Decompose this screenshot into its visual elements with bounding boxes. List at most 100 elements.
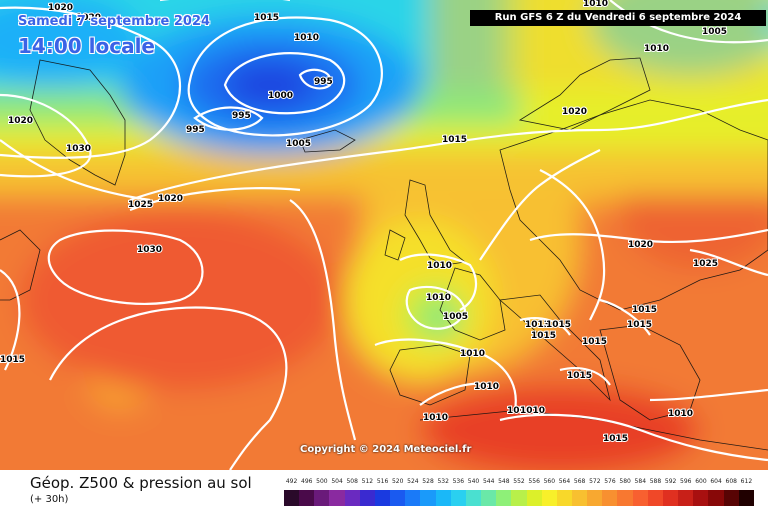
color-scale-labels: 492 496 500 504 508 512 516 520 524 528 532 536 540 5… — [284, 478, 754, 488]
isobar-label: 1010 — [583, 0, 608, 9]
isobar-label: 1030 — [66, 144, 91, 154]
isobar-label: 1015 — [567, 371, 592, 381]
color-scale-label: 532 — [437, 478, 449, 485]
isobar-label: 1010 — [427, 261, 452, 271]
color-scale-label: 600 — [695, 478, 707, 485]
map-title: Géop. Z500 & pression au sol — [30, 474, 252, 492]
color-scale-cell — [374, 490, 391, 506]
isobar-label: 1015 — [627, 320, 652, 330]
isobar-label: 1020 — [628, 240, 653, 250]
color-scale-label: 508 — [346, 478, 358, 485]
color-scale-label: 504 — [331, 478, 343, 485]
isobar-label: 1010 — [644, 44, 669, 54]
color-scale — [284, 490, 754, 506]
isobar-label: 1010 — [668, 409, 693, 419]
color-scale-label: 604 — [710, 478, 722, 485]
color-scale-cell — [314, 490, 330, 506]
isobar-label: 1010 — [423, 413, 448, 423]
color-scale-cell — [390, 490, 406, 506]
isobar-label: 1020 — [562, 107, 587, 117]
isobar-label: 1020 — [48, 3, 73, 13]
color-scale-cell — [617, 490, 633, 506]
color-scale-cell — [450, 490, 466, 506]
isobar-label: 1015 — [442, 135, 467, 145]
color-scale-cell — [435, 490, 451, 506]
color-scale-cell — [496, 490, 512, 506]
color-scale-label: 608 — [725, 478, 737, 485]
isobar-label: 1010 — [507, 406, 532, 416]
color-scale-label: 524 — [407, 478, 419, 485]
color-scale-label: 560 — [543, 478, 556, 485]
isobar-label: 1000 — [268, 91, 293, 101]
color-scale-cell — [678, 490, 694, 506]
isobar-lines — [0, 0, 768, 470]
color-scale-cell — [344, 490, 360, 506]
color-scale-label: 568 — [573, 478, 586, 485]
color-scale-cell — [541, 490, 557, 506]
color-scale-cell — [587, 490, 603, 506]
color-scale-label: 556 — [528, 478, 540, 485]
color-scale-cell — [647, 490, 663, 506]
isobar-label: 1020 — [76, 13, 101, 23]
color-scale-cell — [359, 490, 375, 506]
color-scale-label: 520 — [391, 478, 404, 485]
isobar-label: 995 — [186, 125, 205, 135]
forecast-lead: (+ 30h) — [30, 494, 69, 505]
isobar-label: 1025 — [693, 259, 718, 269]
forecast-time: 14:00 locale — [18, 34, 155, 58]
isobar-label: 1015 — [603, 434, 628, 444]
color-scale-label: 552 — [513, 478, 525, 485]
color-scale-cell — [329, 490, 345, 506]
geopotential-field — [0, 0, 768, 470]
color-scale-cell — [481, 490, 497, 506]
weather-map: 1020 1020 1015 1010 995 1000 995 995 100… — [0, 0, 768, 470]
color-scale-cell — [693, 490, 709, 506]
color-scale-label: 496 — [301, 478, 313, 485]
isobar-label: 1020 — [158, 194, 183, 204]
color-scale-label: 500 — [316, 478, 328, 485]
isobar-label: 1010 — [520, 406, 545, 416]
color-scale-cell — [662, 490, 679, 506]
isobar-label: 1005 — [443, 312, 468, 322]
color-scale-cell — [465, 490, 482, 506]
isobar-label: 1015 — [254, 13, 279, 23]
color-scale-label: 576 — [604, 478, 616, 485]
color-scale-label: 564 — [558, 478, 571, 485]
color-scale-label: 540 — [467, 478, 480, 485]
isobar-label: 1013 — [525, 320, 550, 330]
isobar-label: 1020 — [8, 116, 33, 126]
color-scale-cell — [708, 490, 724, 506]
color-scale-cell — [526, 490, 542, 506]
isobar-label: 995 — [314, 77, 333, 87]
color-scale-label: 516 — [376, 478, 389, 485]
color-scale-cell — [284, 490, 300, 506]
color-scale-label: 512 — [361, 478, 374, 485]
isobar-label: 1030 — [137, 245, 162, 255]
isobar-label: 1015 — [0, 355, 25, 365]
color-scale-label: 492 — [285, 478, 298, 485]
isobar-label: 995 — [232, 111, 251, 121]
color-scale-cell — [420, 490, 436, 506]
isobar-label: 1010 — [294, 33, 319, 43]
copyright-notice: Copyright © 2024 Meteociel.fr — [300, 444, 472, 455]
color-scale-label: 548 — [498, 478, 510, 485]
color-scale-label: 580 — [619, 478, 631, 485]
color-scale-label: 572 — [589, 478, 601, 485]
run-info-banner: Run GFS 6 Z du Vendredi 6 septembre 2024 — [470, 10, 766, 26]
isobar-label: 1015 — [582, 337, 607, 347]
color-scale-label: 596 — [680, 478, 692, 485]
color-scale-label: 584 — [634, 478, 647, 485]
color-scale-label: 528 — [422, 478, 434, 485]
color-scale-cell — [632, 490, 648, 506]
forecast-date: Samedi 7 septembre 2024 — [18, 14, 211, 29]
color-scale-cell — [723, 490, 739, 506]
isobar-label: 1015 — [531, 331, 556, 341]
color-scale-label: 536 — [452, 478, 465, 485]
isobar-labels: 1020 1020 1015 1010 995 1000 995 995 100… — [0, 0, 728, 445]
isobar-label: 1005 — [702, 27, 727, 37]
isobar-label: 1005 — [286, 139, 311, 149]
color-scale-label: 612 — [740, 478, 753, 485]
isobar-label: 1010 — [460, 349, 485, 359]
color-scale-label: 588 — [649, 478, 662, 485]
color-scale-cell — [299, 490, 315, 506]
